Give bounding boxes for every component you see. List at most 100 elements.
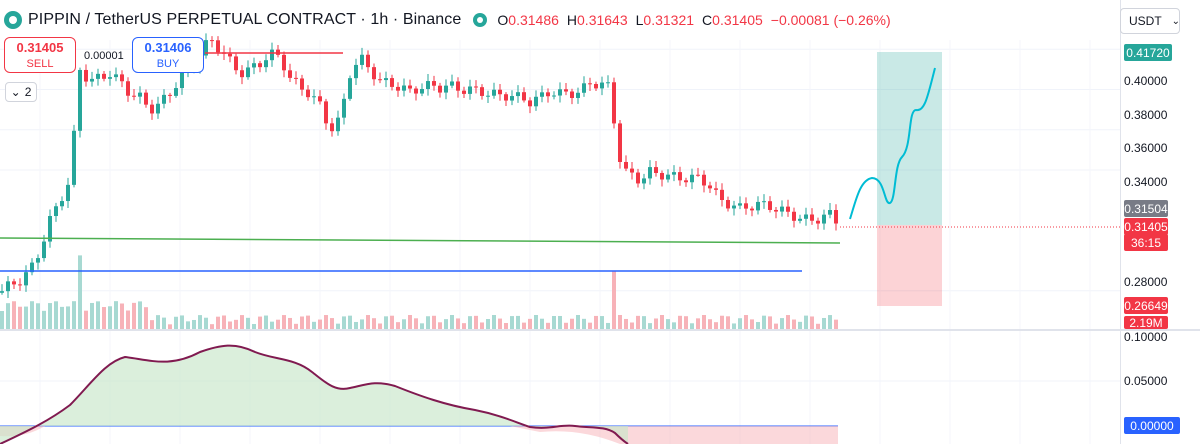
buy-button[interactable]: 0.31406 BUY: [132, 37, 204, 73]
candle: [258, 63, 262, 68]
volume-bar: [690, 323, 694, 329]
candle: [540, 92, 544, 97]
volume-bar: [702, 315, 706, 329]
volume-bar: [234, 319, 238, 329]
candle: [504, 94, 508, 101]
candle: [834, 210, 838, 224]
candle: [762, 201, 766, 203]
candle: [78, 69, 82, 131]
volume-bar: [366, 315, 370, 329]
change-value: −0.00081 (−0.26%): [770, 12, 891, 28]
volume-tag: 2.19M: [1124, 316, 1168, 329]
volume-bar: [420, 323, 424, 329]
volume-bar: [252, 323, 256, 329]
candle: [690, 174, 694, 183]
sell-button[interactable]: 0.31405 SELL: [4, 37, 76, 73]
volume-bar: [474, 315, 478, 329]
candle: [444, 85, 448, 93]
volume-bar: [726, 316, 730, 329]
candle: [582, 83, 586, 93]
candle: [522, 92, 526, 101]
currency-select[interactable]: USDT ⌄: [1120, 8, 1180, 34]
volume-bar: [684, 316, 688, 329]
candle: [618, 123, 622, 162]
volume-bar: [792, 319, 796, 329]
volume-bar: [762, 315, 766, 329]
volume-bar: [720, 315, 724, 329]
volume-bar: [540, 318, 544, 329]
sell-price: 0.31405: [16, 40, 64, 55]
volume-bar: [390, 315, 394, 329]
volume-bar: [660, 315, 664, 329]
volume-bar: [174, 316, 178, 329]
candle: [486, 95, 490, 97]
volume-bar: [816, 323, 820, 329]
candle: [288, 70, 292, 78]
candle: [516, 92, 520, 97]
candle: [774, 209, 778, 212]
candle: [330, 123, 334, 132]
volume-bar: [162, 317, 166, 329]
candle: [54, 206, 58, 217]
candle: [576, 92, 580, 98]
volume-bar: [126, 310, 130, 329]
candle: [612, 82, 616, 124]
low-value: 0.31321: [643, 12, 695, 28]
candle: [462, 90, 466, 94]
pane-divider[interactable]: [0, 329, 1200, 331]
candle: [138, 92, 142, 97]
market-status-icon[interactable]: [473, 13, 488, 27]
candle: [66, 184, 70, 202]
volume-bar: [516, 315, 520, 329]
candle: [432, 81, 436, 86]
volume-bar: [834, 319, 838, 329]
volume-bar: [528, 318, 532, 329]
volume-bar: [648, 323, 652, 329]
candle: [402, 85, 406, 91]
chart-header: PIPPIN / TetherUS PERPETUAL CONTRACT · 1…: [0, 0, 1110, 40]
volume-bar: [372, 318, 376, 329]
candle: [144, 92, 148, 105]
candle: [126, 81, 130, 96]
candle: [726, 200, 730, 209]
indicator-tick: 0.10000: [1124, 330, 1168, 344]
volume-bar: [138, 301, 142, 329]
open-value: 0.31486: [508, 12, 559, 28]
high-key: H: [566, 12, 578, 28]
volume-bar: [654, 318, 658, 329]
volume-bar: [624, 318, 628, 329]
entry-price-tag: 0.31504: [1124, 200, 1168, 217]
candle: [666, 174, 670, 180]
symbol-title[interactable]: PIPPIN / TetherUS PERPETUAL CONTRACT · 1…: [28, 11, 462, 28]
volume-bar: [204, 317, 208, 329]
volume-bar: [108, 306, 112, 329]
candle: [204, 40, 208, 56]
volume-bar: [798, 321, 802, 329]
volume-bar: [480, 322, 484, 329]
candle: [594, 83, 598, 89]
candle: [162, 94, 166, 104]
candle: [498, 89, 502, 95]
volume-bar: [0, 311, 4, 329]
volume-bar: [18, 306, 22, 329]
candle: [36, 258, 40, 263]
volume-bar: [318, 319, 322, 329]
candle: [96, 73, 100, 79]
candle: [624, 161, 628, 169]
volume-bar: [216, 316, 220, 329]
collapse-indicators-button[interactable]: ⌄ 2: [5, 82, 37, 102]
candle: [228, 53, 232, 57]
candle: [804, 214, 808, 219]
volume-bar: [432, 315, 436, 329]
volume-bar: [570, 318, 574, 329]
candle: [714, 188, 718, 190]
volume-bar: [552, 316, 556, 329]
volume-bar: [276, 319, 280, 329]
volume-bar: [522, 322, 526, 329]
volume-bar: [288, 317, 292, 329]
candle: [708, 185, 712, 189]
volume-bar: [468, 316, 472, 329]
candle: [366, 54, 370, 68]
volume-bar: [96, 301, 100, 329]
